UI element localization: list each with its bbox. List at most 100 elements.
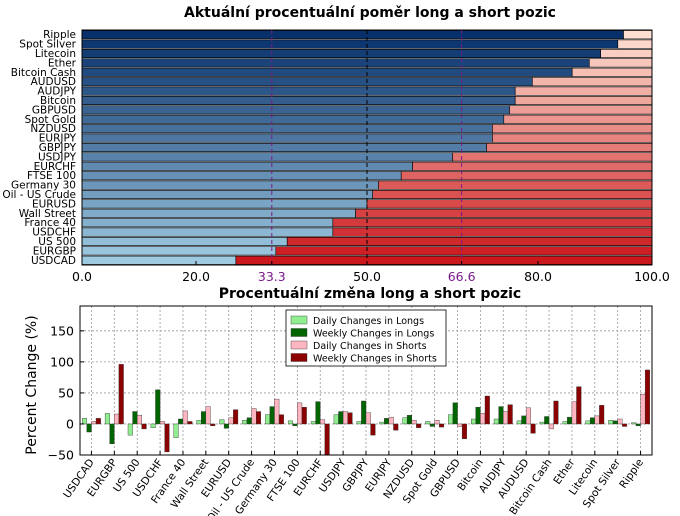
change-bar — [525, 407, 531, 425]
short-bar — [275, 246, 653, 256]
change-bar — [553, 400, 559, 425]
category-label: EURJPY — [39, 133, 77, 145]
category-label: GBPUSD — [32, 104, 76, 116]
long-bar — [81, 161, 413, 171]
change-bar — [635, 423, 641, 427]
short-bar — [623, 30, 653, 40]
chart1-title: Aktuální procentuální poměr long a short… — [184, 5, 556, 21]
change-bar — [498, 406, 504, 425]
change-bar — [246, 417, 252, 425]
x-tick-label: 50.0 — [353, 269, 381, 284]
short-bar — [492, 124, 653, 134]
category-label: Bitcoin — [40, 95, 76, 107]
change-bar — [622, 423, 628, 427]
legend-label: Daily Changes in Shorts — [313, 341, 427, 352]
category-label: EURUSD — [32, 198, 76, 210]
legend-swatch — [290, 340, 308, 350]
change-bar — [608, 420, 614, 425]
x-tick-label: 0.0 — [72, 269, 92, 284]
x-tick-label: NZDUSD — [381, 457, 417, 501]
change-bar — [114, 413, 120, 425]
y-tick-label: 0 — [66, 416, 74, 431]
short-bar — [332, 218, 653, 228]
category-label: Oil - US Crude — [2, 189, 76, 201]
change-bar — [384, 418, 390, 425]
short-bar — [492, 133, 653, 143]
x-tick-label: Spot Silver — [581, 456, 624, 510]
change-bar — [315, 401, 321, 425]
category-label: GBPJPY — [39, 142, 77, 154]
x-tick-label: 80.0 — [524, 269, 552, 284]
change-bar — [599, 405, 605, 425]
change-bar — [86, 423, 92, 433]
change-bar — [439, 423, 445, 428]
long-bar — [81, 237, 288, 247]
category-label: Spot Gold — [25, 114, 76, 126]
change-bar — [301, 406, 307, 425]
category-label: EURCHF — [34, 161, 76, 173]
change-bar — [347, 412, 353, 425]
long-bar — [81, 48, 602, 58]
legend-swatch — [290, 315, 308, 325]
long-bar — [81, 30, 624, 40]
change-bar — [571, 401, 577, 425]
x-tick-label: EURCHF — [292, 457, 326, 499]
change-bar — [256, 411, 262, 425]
change-bar — [503, 411, 509, 425]
change-bar — [507, 404, 513, 425]
change-bar — [287, 420, 293, 425]
y-tick-label: −50 — [48, 448, 74, 463]
change-bar — [320, 419, 326, 425]
category-label: Ether — [48, 57, 77, 69]
x-tick-label: Oil - US Crude — [205, 457, 257, 516]
change-bar — [393, 423, 399, 431]
short-bar — [332, 227, 653, 237]
y-tick-label: 150 — [50, 323, 74, 338]
short-bar — [366, 199, 653, 209]
category-label: Ripple — [43, 29, 76, 41]
category-label: USDCAD — [31, 255, 76, 267]
long-bar — [81, 180, 379, 190]
long-bar — [81, 171, 402, 181]
change-bar — [150, 423, 156, 428]
category-label: AUDJPY — [37, 86, 76, 98]
change-bar — [82, 418, 88, 425]
long-bar — [81, 86, 516, 96]
change-bar — [631, 422, 637, 425]
change-bar — [324, 423, 330, 456]
x-tick-label: USDCAD — [61, 457, 97, 501]
x-tick-label: Litecoin — [567, 457, 600, 498]
long-bar — [81, 58, 590, 68]
change-bar — [201, 411, 207, 425]
change-bar — [448, 414, 454, 425]
change-bar — [127, 423, 133, 436]
change-bar — [411, 420, 417, 425]
long-bar — [81, 190, 374, 200]
change-bar — [182, 410, 188, 425]
x-tick-label: EURUSD — [199, 457, 234, 500]
long-bar — [81, 227, 334, 237]
x-tick-label: 100.0 — [634, 269, 670, 284]
change-bar — [132, 411, 138, 425]
change-bar — [416, 423, 422, 428]
change-bar — [361, 400, 367, 425]
long-bar — [81, 77, 533, 87]
change-bar — [429, 423, 435, 427]
x-tick-label: AUDUSD — [496, 457, 532, 501]
long-bar — [81, 246, 277, 256]
x-tick-label: GBPJPY — [340, 456, 372, 494]
long-short-ratio-chart: Aktuální procentuální poměr long a short… — [2, 5, 670, 284]
short-bar — [355, 208, 653, 218]
x-tick-label: FTSE 100 — [265, 457, 303, 504]
short-bar — [400, 171, 653, 181]
change-bar — [434, 420, 440, 425]
long-bar — [81, 218, 334, 228]
category-label: USDCHF — [32, 227, 76, 239]
category-label: AUDUSD — [31, 76, 76, 88]
change-bar — [297, 402, 303, 425]
change-bar — [91, 421, 97, 425]
short-bar — [531, 77, 653, 87]
change-bar — [196, 420, 202, 425]
short-bar — [412, 161, 653, 171]
change-bar — [480, 413, 486, 425]
